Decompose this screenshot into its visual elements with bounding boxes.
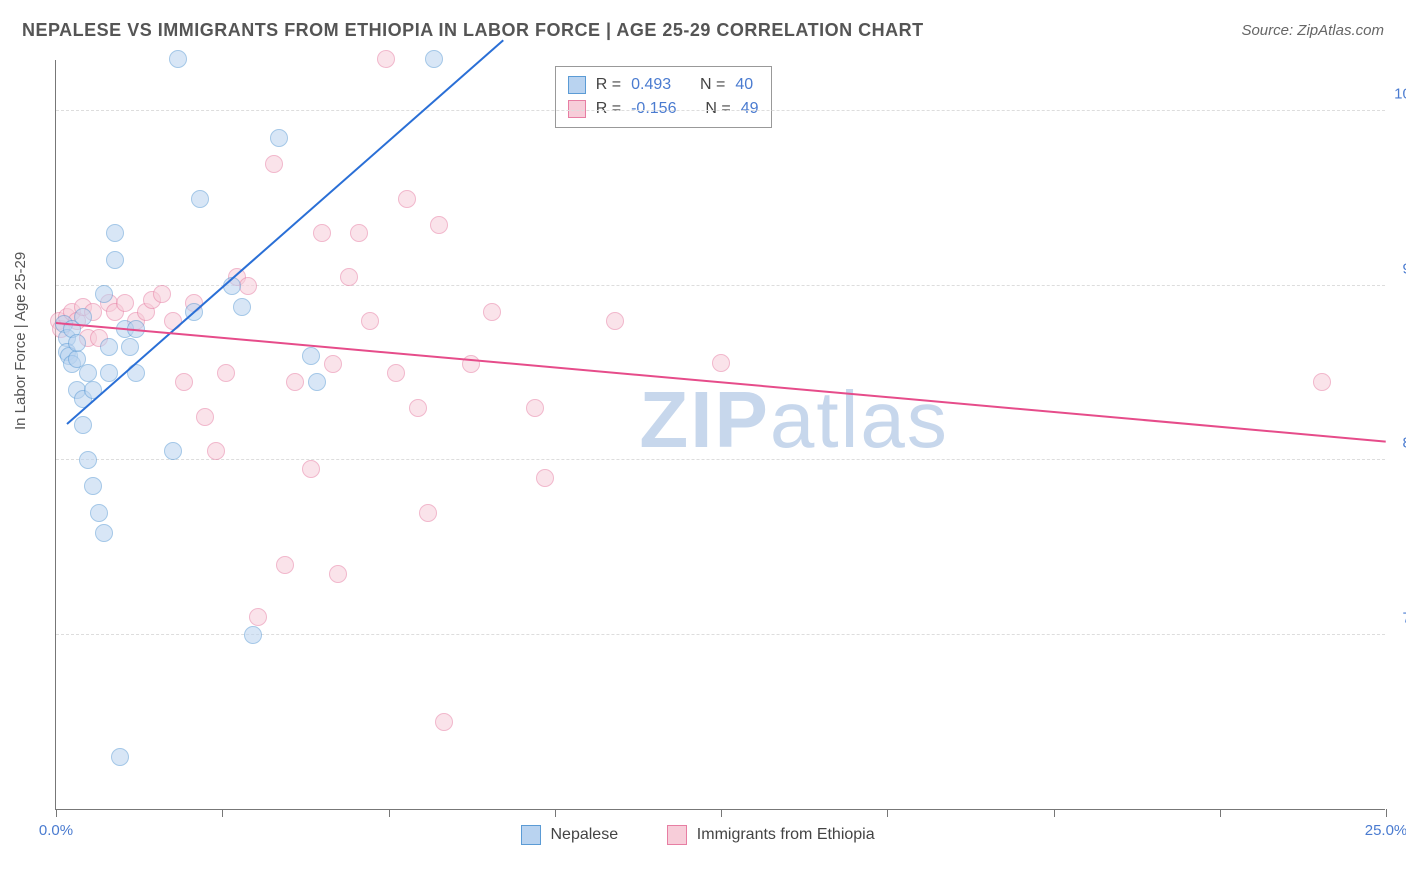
x-tick bbox=[1386, 809, 1387, 817]
x-tick bbox=[1220, 809, 1221, 817]
scatter-point-ethiopia bbox=[286, 373, 304, 391]
source-label: Source: ZipAtlas.com bbox=[1241, 22, 1384, 39]
gridline bbox=[56, 110, 1385, 111]
scatter-point-ethiopia bbox=[1313, 373, 1331, 391]
stat-n-label: N = bbox=[700, 76, 725, 94]
scatter-point-nepalese bbox=[302, 347, 320, 365]
scatter-point-ethiopia bbox=[419, 504, 437, 522]
trendline-ethiopia bbox=[56, 322, 1386, 443]
x-tick bbox=[222, 809, 223, 817]
scatter-point-nepalese bbox=[164, 442, 182, 460]
stat-n-value: 49 bbox=[741, 100, 759, 118]
scatter-point-nepalese bbox=[84, 477, 102, 495]
y-tick-label: 100.0% bbox=[1390, 86, 1406, 103]
scatter-point-ethiopia bbox=[324, 355, 342, 373]
stats-swatch bbox=[568, 100, 586, 118]
x-tick bbox=[887, 809, 888, 817]
watermark-zip: ZIP bbox=[639, 375, 769, 464]
scatter-point-ethiopia bbox=[217, 364, 235, 382]
scatter-point-nepalese bbox=[270, 129, 288, 147]
scatter-point-nepalese bbox=[79, 451, 97, 469]
scatter-point-nepalese bbox=[169, 50, 187, 68]
scatter-point-nepalese bbox=[106, 224, 124, 242]
scatter-point-nepalese bbox=[111, 748, 129, 766]
y-axis-label: In Labor Force | Age 25-29 bbox=[12, 252, 29, 430]
legend-label-nepalese: Nepalese bbox=[551, 826, 619, 844]
scatter-point-nepalese bbox=[308, 373, 326, 391]
legend-swatch-ethiopia bbox=[667, 825, 687, 845]
scatter-point-nepalese bbox=[191, 190, 209, 208]
scatter-point-nepalese bbox=[233, 298, 251, 316]
scatter-point-nepalese bbox=[79, 364, 97, 382]
scatter-point-ethiopia bbox=[409, 399, 427, 417]
legend-item-ethiopia: Immigrants from Ethiopia bbox=[667, 825, 875, 845]
x-tick-label: 0.0% bbox=[39, 822, 73, 839]
chart-container: NEPALESE VS IMMIGRANTS FROM ETHIOPIA IN … bbox=[0, 0, 1406, 892]
plot-area: ZIPatlas R =0.493 N =40R =-0.156 N =49 7… bbox=[55, 60, 1385, 810]
x-tick bbox=[389, 809, 390, 817]
scatter-point-ethiopia bbox=[302, 460, 320, 478]
scatter-point-ethiopia bbox=[265, 155, 283, 173]
stats-swatch bbox=[568, 76, 586, 94]
scatter-point-ethiopia bbox=[153, 285, 171, 303]
scatter-point-nepalese bbox=[68, 334, 86, 352]
scatter-point-ethiopia bbox=[377, 50, 395, 68]
x-tick-label: 25.0% bbox=[1365, 822, 1406, 839]
stat-n-value: 40 bbox=[735, 76, 753, 94]
y-tick-label: 80.0% bbox=[1390, 435, 1406, 452]
scatter-point-nepalese bbox=[425, 50, 443, 68]
scatter-point-ethiopia bbox=[340, 268, 358, 286]
legend-item-nepalese: Nepalese bbox=[521, 825, 619, 845]
scatter-point-ethiopia bbox=[350, 224, 368, 242]
x-tick bbox=[56, 809, 57, 817]
x-tick bbox=[721, 809, 722, 817]
scatter-point-ethiopia bbox=[526, 399, 544, 417]
chart-title: NEPALESE VS IMMIGRANTS FROM ETHIOPIA IN … bbox=[22, 20, 924, 41]
scatter-point-ethiopia bbox=[536, 469, 554, 487]
y-tick-label: 90.0% bbox=[1390, 260, 1406, 277]
stat-r-label: R = bbox=[596, 76, 621, 94]
scatter-point-ethiopia bbox=[164, 312, 182, 330]
scatter-point-ethiopia bbox=[712, 354, 730, 372]
scatter-point-nepalese bbox=[106, 251, 124, 269]
scatter-point-nepalese bbox=[95, 524, 113, 542]
scatter-point-ethiopia bbox=[239, 277, 257, 295]
scatter-point-ethiopia bbox=[175, 373, 193, 391]
scatter-point-ethiopia bbox=[116, 294, 134, 312]
scatter-point-ethiopia bbox=[313, 224, 331, 242]
legend-swatch-nepalese bbox=[521, 825, 541, 845]
scatter-point-ethiopia bbox=[430, 216, 448, 234]
scatter-point-ethiopia bbox=[249, 608, 267, 626]
scatter-point-ethiopia bbox=[276, 556, 294, 574]
stats-row: R = 0.493 N = 40 bbox=[568, 73, 759, 97]
scatter-point-nepalese bbox=[90, 504, 108, 522]
scatter-point-nepalese bbox=[121, 338, 139, 356]
scatter-point-nepalese bbox=[74, 416, 92, 434]
scatter-point-ethiopia bbox=[196, 408, 214, 426]
scatter-point-nepalese bbox=[244, 626, 262, 644]
scatter-point-ethiopia bbox=[207, 442, 225, 460]
legend-label-ethiopia: Immigrants from Ethiopia bbox=[697, 826, 875, 844]
scatter-point-ethiopia bbox=[398, 190, 416, 208]
gridline bbox=[56, 459, 1385, 460]
scatter-point-nepalese bbox=[95, 285, 113, 303]
x-tick bbox=[555, 809, 556, 817]
scatter-point-ethiopia bbox=[483, 303, 501, 321]
stat-n-label: N = bbox=[705, 100, 730, 118]
stat-r-value: -0.156 bbox=[631, 100, 676, 118]
stats-legend-box: R = 0.493 N = 40 R = -0.156 N = 49 bbox=[555, 66, 772, 128]
scatter-point-ethiopia bbox=[329, 565, 347, 583]
scatter-point-ethiopia bbox=[606, 312, 624, 330]
scatter-point-ethiopia bbox=[435, 713, 453, 731]
y-tick-label: 70.0% bbox=[1390, 609, 1406, 626]
scatter-point-nepalese bbox=[100, 338, 118, 356]
x-tick bbox=[1054, 809, 1055, 817]
stat-r-label: R = bbox=[596, 100, 621, 118]
scatter-point-ethiopia bbox=[387, 364, 405, 382]
scatter-point-ethiopia bbox=[361, 312, 379, 330]
stats-row: R = -0.156 N = 49 bbox=[568, 97, 759, 121]
stat-r-value: 0.493 bbox=[631, 76, 671, 94]
